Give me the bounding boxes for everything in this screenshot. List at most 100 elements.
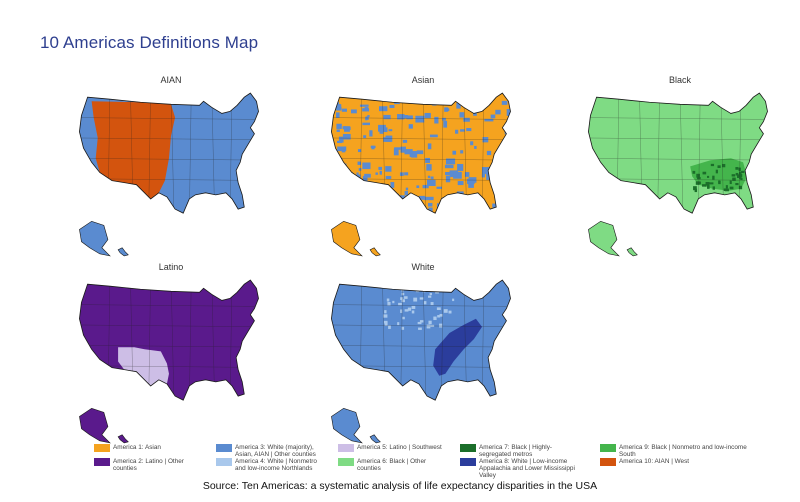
region-patch — [427, 143, 432, 150]
region-patch — [362, 186, 367, 194]
region-patch — [460, 129, 465, 132]
legend-item: America 6: Black | Other counties — [338, 458, 448, 472]
county-dot — [702, 184, 706, 187]
county-dot — [384, 310, 387, 314]
map-panel-black: Black — [575, 75, 785, 265]
county-dot — [419, 297, 424, 300]
county-dot — [386, 298, 390, 302]
region-patch — [402, 139, 408, 143]
region-patch — [338, 136, 344, 143]
county-dot — [384, 322, 388, 326]
county-dot — [448, 310, 452, 314]
county-dot — [433, 316, 437, 321]
county-dot — [428, 295, 432, 298]
region-patch — [336, 206, 343, 213]
region-patch — [348, 179, 354, 184]
legend-label: America 10: AIAN | West — [619, 458, 690, 465]
region-patch — [443, 120, 448, 128]
county-dot — [341, 149, 346, 153]
hawaii-shape — [369, 434, 381, 444]
county-dot — [375, 172, 378, 175]
region-patch — [501, 100, 508, 105]
county-dot — [693, 186, 697, 191]
county-dot — [731, 174, 736, 177]
region-patch — [504, 177, 511, 184]
region-patch — [457, 163, 464, 171]
region-patch — [362, 108, 370, 112]
county-dot — [725, 185, 728, 189]
alaska-shape — [79, 220, 111, 257]
region-patch — [379, 106, 388, 112]
region-patch — [445, 175, 451, 183]
region-patch — [344, 185, 352, 193]
hawaii-shape — [117, 434, 129, 444]
county-dot — [422, 289, 426, 293]
county-dot — [398, 302, 402, 306]
region-patch — [404, 207, 411, 210]
legend-swatch — [460, 444, 476, 452]
region-patch — [370, 145, 376, 149]
county-dot — [400, 297, 404, 300]
county-dot — [430, 176, 434, 180]
region-patch — [338, 174, 343, 182]
map-base-fill — [79, 280, 259, 401]
county-dot — [694, 188, 698, 193]
county-dot — [430, 302, 434, 306]
region-overlay — [91, 101, 176, 199]
legend-swatch — [600, 444, 616, 452]
region-patch — [364, 173, 371, 178]
region-patch — [390, 200, 398, 205]
county-dot — [709, 182, 714, 185]
region-patch — [342, 195, 350, 200]
region-patch — [436, 186, 442, 189]
county-dot — [735, 183, 739, 186]
region-patch — [446, 108, 450, 111]
region-patch — [456, 102, 461, 109]
region-patch — [445, 158, 456, 165]
county-dot — [729, 186, 734, 190]
county-dot — [474, 145, 477, 149]
hawaii-shape — [626, 247, 638, 257]
region-patch — [466, 128, 472, 132]
county-dot — [428, 320, 432, 325]
region-patch — [444, 98, 452, 102]
county-dot — [359, 190, 364, 194]
region-patch — [506, 181, 511, 187]
legend-item: America 4: White | Nonmetro and low-inco… — [216, 458, 326, 472]
legend-swatch — [600, 458, 616, 466]
county-dot — [718, 180, 721, 184]
map-panel-aian: AIAN — [66, 75, 276, 265]
region-patch — [369, 130, 373, 137]
region-patch — [350, 207, 357, 210]
region-patch — [426, 164, 432, 171]
region-overlay — [690, 158, 748, 191]
county-dot — [367, 115, 370, 118]
county-dot — [437, 315, 441, 318]
county-dot — [710, 163, 715, 167]
county-dot — [439, 313, 443, 317]
county-dot — [735, 172, 739, 176]
map-label: White — [411, 262, 435, 272]
region-overlay — [433, 318, 483, 376]
region-patch — [355, 181, 363, 189]
region-patch — [350, 109, 357, 114]
region-patch — [377, 197, 386, 205]
region-patch — [385, 166, 392, 172]
region-patch — [336, 140, 343, 144]
region-patch — [474, 104, 481, 107]
region-patch — [505, 209, 511, 214]
legend-item: America 2: Latino | Other counties — [94, 458, 204, 472]
county-dot — [399, 172, 404, 176]
county-dot — [392, 300, 395, 304]
region-patch — [391, 210, 396, 214]
region-patch — [471, 95, 477, 98]
legend-item: America 3: White (majority), Asian, AIAN… — [216, 444, 326, 458]
county-dot — [397, 322, 400, 326]
region-patch — [486, 150, 492, 156]
county-dot — [460, 150, 464, 154]
region-patch — [464, 172, 470, 177]
region-patch — [424, 112, 431, 119]
county-dot — [712, 175, 715, 180]
region-patch — [444, 164, 454, 169]
map-panel-latino: Latino — [66, 262, 276, 452]
